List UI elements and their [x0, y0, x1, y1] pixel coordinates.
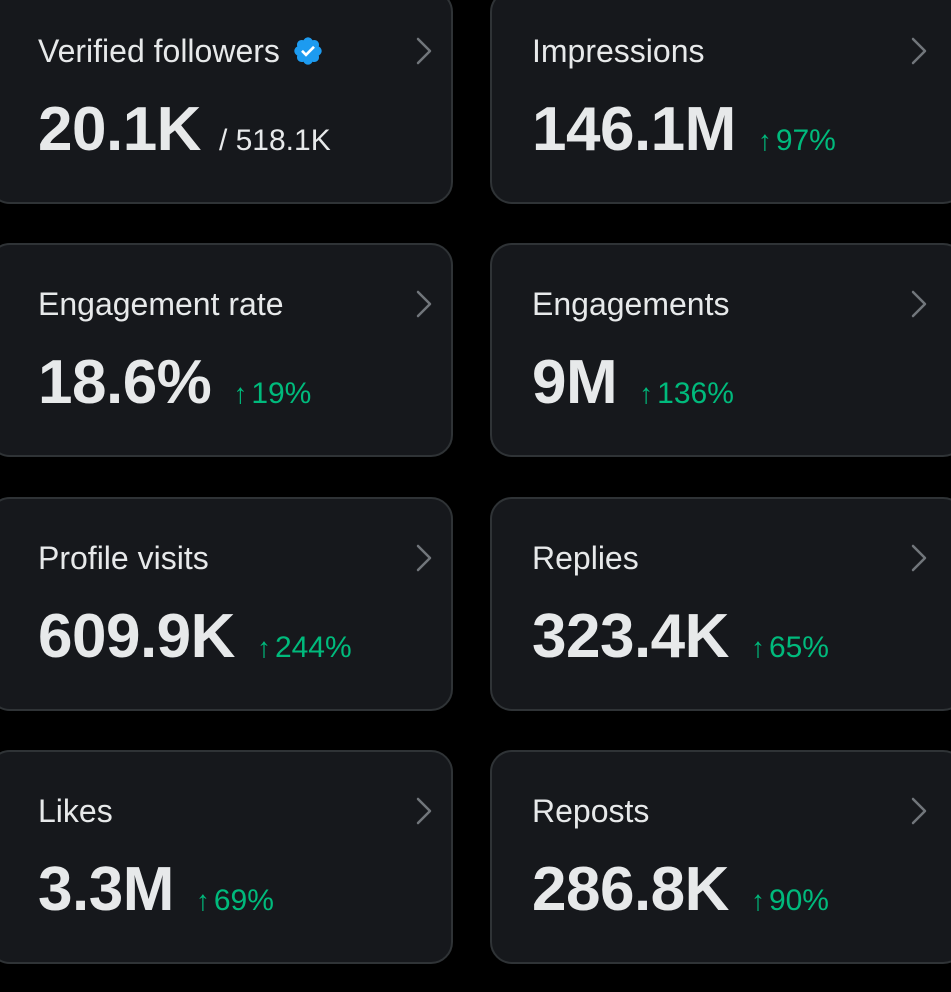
trend-percent: 244% [274, 631, 352, 664]
metric-value: 323.4K [532, 602, 729, 671]
card-title: Profile visits [38, 540, 209, 576]
arrow-up-icon: ↑ [195, 885, 210, 916]
card-title: Likes [38, 793, 113, 829]
card-value-line: 146.1M ↑ 97% [532, 90, 836, 170]
chevron-right-icon [416, 797, 432, 825]
metric-value: 20.1K [38, 95, 201, 164]
card-title: Impressions [532, 33, 705, 69]
metric-card-profile-visits[interactable]: Profile visits 609.9K ↑ 244% [0, 497, 453, 711]
metric-card-verified-followers[interactable]: Verified followers 20.1K / 518.1K [0, 0, 453, 204]
trend-indicator: ↑ 19% [233, 377, 311, 411]
trend-percent: 69% [213, 884, 274, 917]
metric-value: 146.1M [532, 95, 736, 164]
metric-card-engagements[interactable]: Engagements 9M ↑ 136% [490, 243, 951, 457]
metric-value: 9M [532, 348, 618, 417]
chevron-right-icon [416, 37, 432, 65]
card-value-line: 609.9K ↑ 244% [38, 597, 352, 677]
trend-percent: 19% [251, 377, 312, 410]
trend-percent: 97% [775, 124, 836, 157]
chevron-right-icon [911, 290, 927, 318]
trend-percent: 90% [768, 884, 829, 917]
trend-percent: 136% [657, 377, 734, 410]
card-title: Replies [532, 540, 639, 576]
metric-value: 609.9K [38, 602, 235, 671]
metric-value: 18.6% [38, 348, 212, 417]
metric-card-engagement-rate[interactable]: Engagement rate 18.6% ↑ 19% [0, 243, 453, 457]
trend-indicator: ↑ 69% [196, 884, 274, 918]
metric-value: 286.8K [532, 855, 729, 924]
chevron-right-icon [911, 37, 927, 65]
metric-card-impressions[interactable]: Impressions 146.1M ↑ 97% [490, 0, 951, 204]
metric-total: / 518.1K [218, 124, 331, 157]
card-title: Engagements [532, 286, 730, 322]
chevron-right-icon [911, 544, 927, 572]
arrow-up-icon: ↑ [233, 378, 248, 409]
arrow-up-icon: ↑ [639, 378, 654, 409]
chevron-right-icon [911, 797, 927, 825]
metric-card-likes[interactable]: Likes 3.3M ↑ 69% [0, 750, 453, 964]
metric-card-replies[interactable]: Replies 323.4K ↑ 65% [490, 497, 951, 711]
card-value-line: 18.6% ↑ 19% [38, 343, 311, 423]
metric-card-reposts[interactable]: Reposts 286.8K ↑ 90% [490, 750, 951, 964]
card-value-line: 3.3M ↑ 69% [38, 850, 274, 930]
verified-badge-icon [294, 37, 322, 65]
arrow-up-icon: ↑ [750, 885, 765, 916]
trend-indicator: ↑ 97% [758, 124, 836, 158]
card-value-line: 323.4K ↑ 65% [532, 597, 829, 677]
trend-percent: 65% [768, 631, 829, 664]
arrow-up-icon: ↑ [750, 632, 765, 663]
card-title: Reposts [532, 793, 650, 829]
trend-indicator: ↑ 136% [639, 377, 734, 411]
arrow-up-icon: ↑ [256, 632, 271, 663]
card-title-label: Verified followers [38, 33, 280, 69]
card-value-line: 20.1K / 518.1K [38, 90, 331, 170]
arrow-up-icon: ↑ [757, 125, 772, 156]
chevron-right-icon [416, 290, 432, 318]
trend-indicator: ↑ 65% [751, 631, 829, 665]
chevron-right-icon [416, 544, 432, 572]
card-value-line: 9M ↑ 136% [532, 343, 734, 423]
card-title: Verified followers [38, 31, 324, 71]
trend-indicator: ↑ 244% [257, 631, 352, 665]
card-title: Engagement rate [38, 286, 284, 322]
trend-indicator: ↑ 90% [751, 884, 829, 918]
metric-value: 3.3M [38, 855, 174, 924]
card-value-line: 286.8K ↑ 90% [532, 850, 829, 930]
